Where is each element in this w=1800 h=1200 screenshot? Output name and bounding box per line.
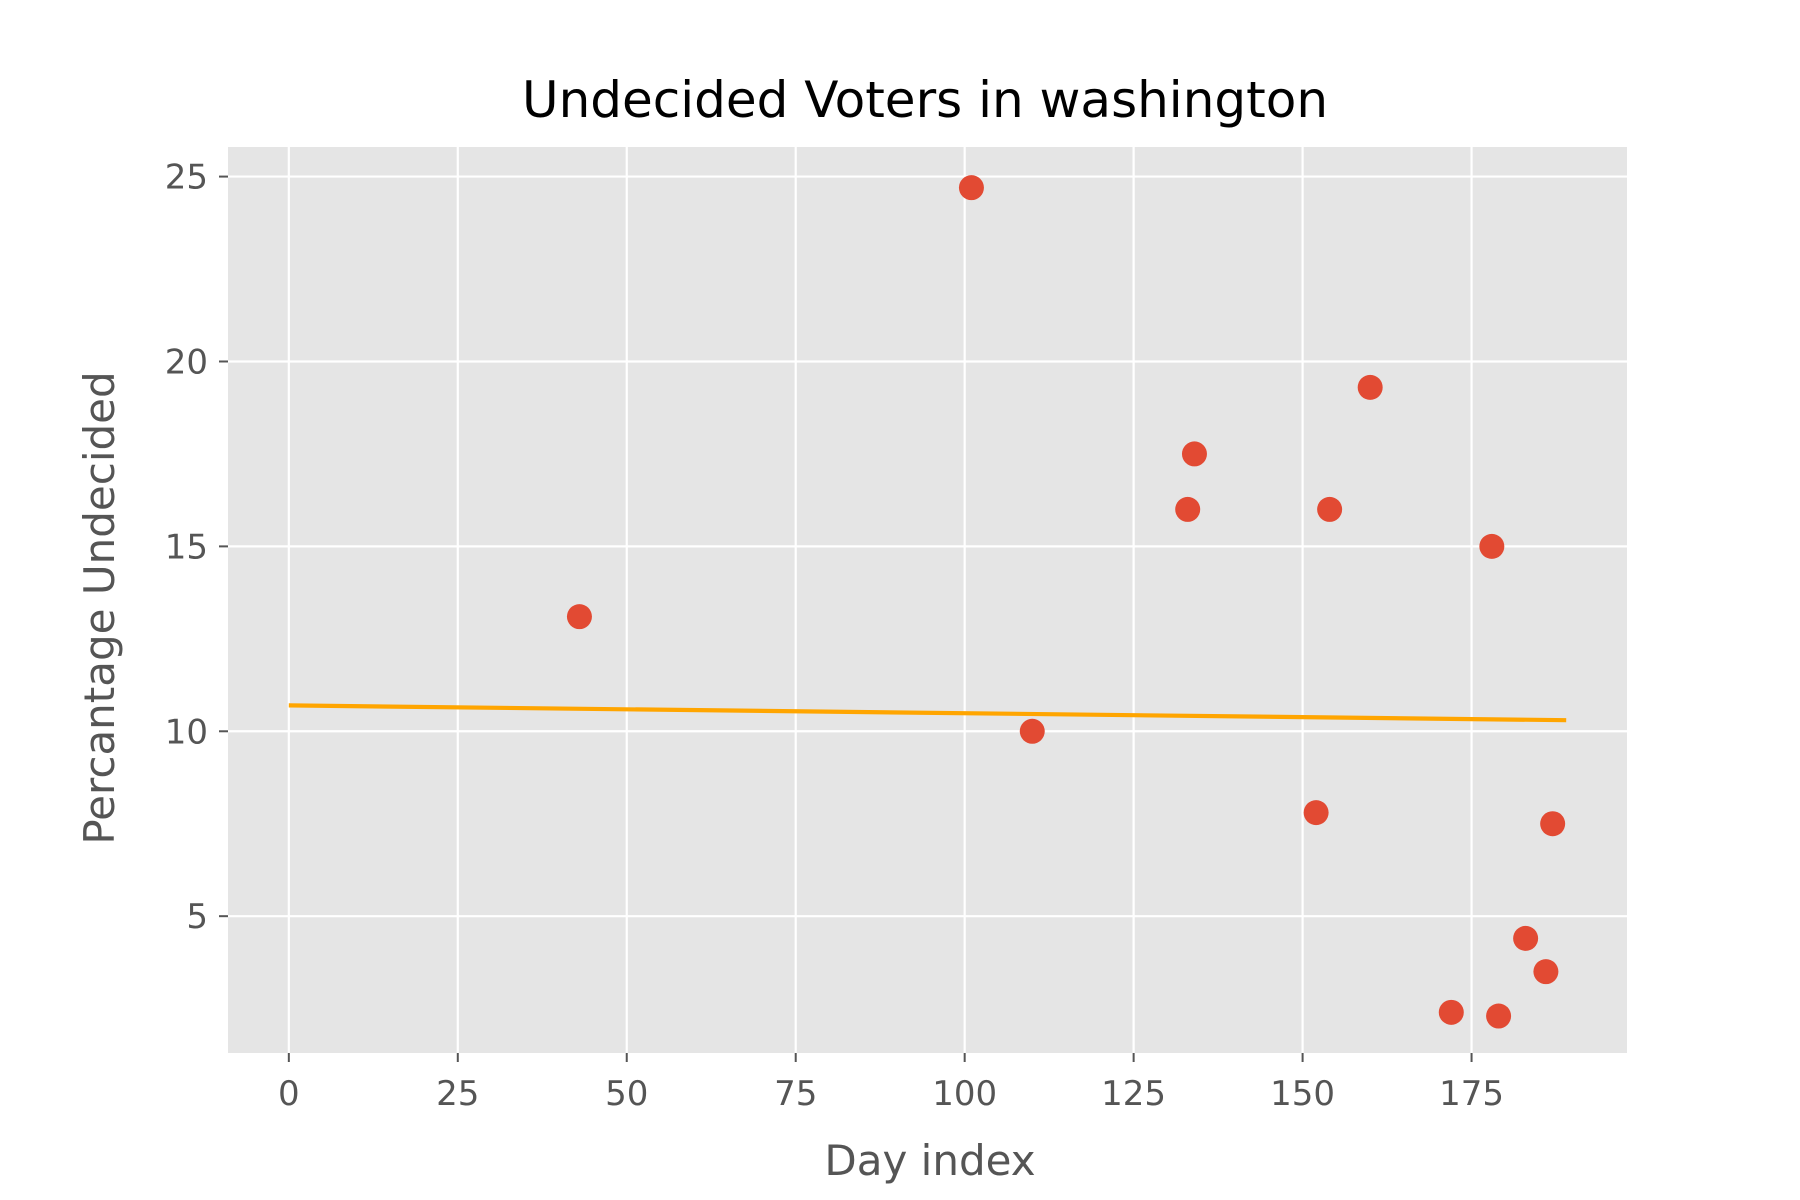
data-point [566, 604, 592, 630]
x-tick-label: 25 [436, 1074, 479, 1114]
plot-area [228, 147, 1627, 1053]
data-point [1303, 800, 1329, 826]
trend-line [288, 703, 1567, 723]
y-tick-label: 5 [186, 897, 208, 937]
x-tick-label: 125 [1101, 1074, 1166, 1114]
data-point [1181, 441, 1207, 467]
x-tick-label: 100 [932, 1074, 997, 1114]
x-tick-label: 50 [605, 1074, 648, 1114]
grid-lines [228, 147, 1627, 1053]
y-axis-label: Percantage Undecided [75, 371, 124, 844]
x-tick-label: 175 [1439, 1074, 1504, 1114]
data-point [1540, 811, 1566, 837]
y-tick-label: 15 [165, 527, 208, 567]
data-point [1486, 1003, 1512, 1029]
data-points [566, 175, 1566, 1029]
data-point [1175, 496, 1201, 522]
x-tick-label: 0 [278, 1074, 300, 1114]
y-tick-label: 10 [165, 712, 208, 752]
data-point [1317, 496, 1343, 522]
x-tick-label: 150 [1270, 1074, 1335, 1114]
data-point [1533, 959, 1559, 985]
y-tick-label: 25 [165, 158, 208, 198]
axis-ticks: 0 25 50 75 100 125 150 175 5 10 15 20 25 [165, 158, 1504, 1114]
y-tick-label: 20 [165, 342, 208, 382]
data-point [1438, 999, 1464, 1025]
x-axis-label: Day index [824, 1136, 1035, 1185]
x-tick-label: 75 [774, 1074, 817, 1114]
data-point [958, 175, 984, 201]
data-point [1019, 718, 1045, 744]
data-point [1479, 533, 1505, 559]
data-point [1513, 925, 1539, 951]
trend-line-layer [288, 703, 1567, 723]
chart-title: Undecided Voters in washington [522, 71, 1328, 129]
data-point [1357, 374, 1383, 400]
